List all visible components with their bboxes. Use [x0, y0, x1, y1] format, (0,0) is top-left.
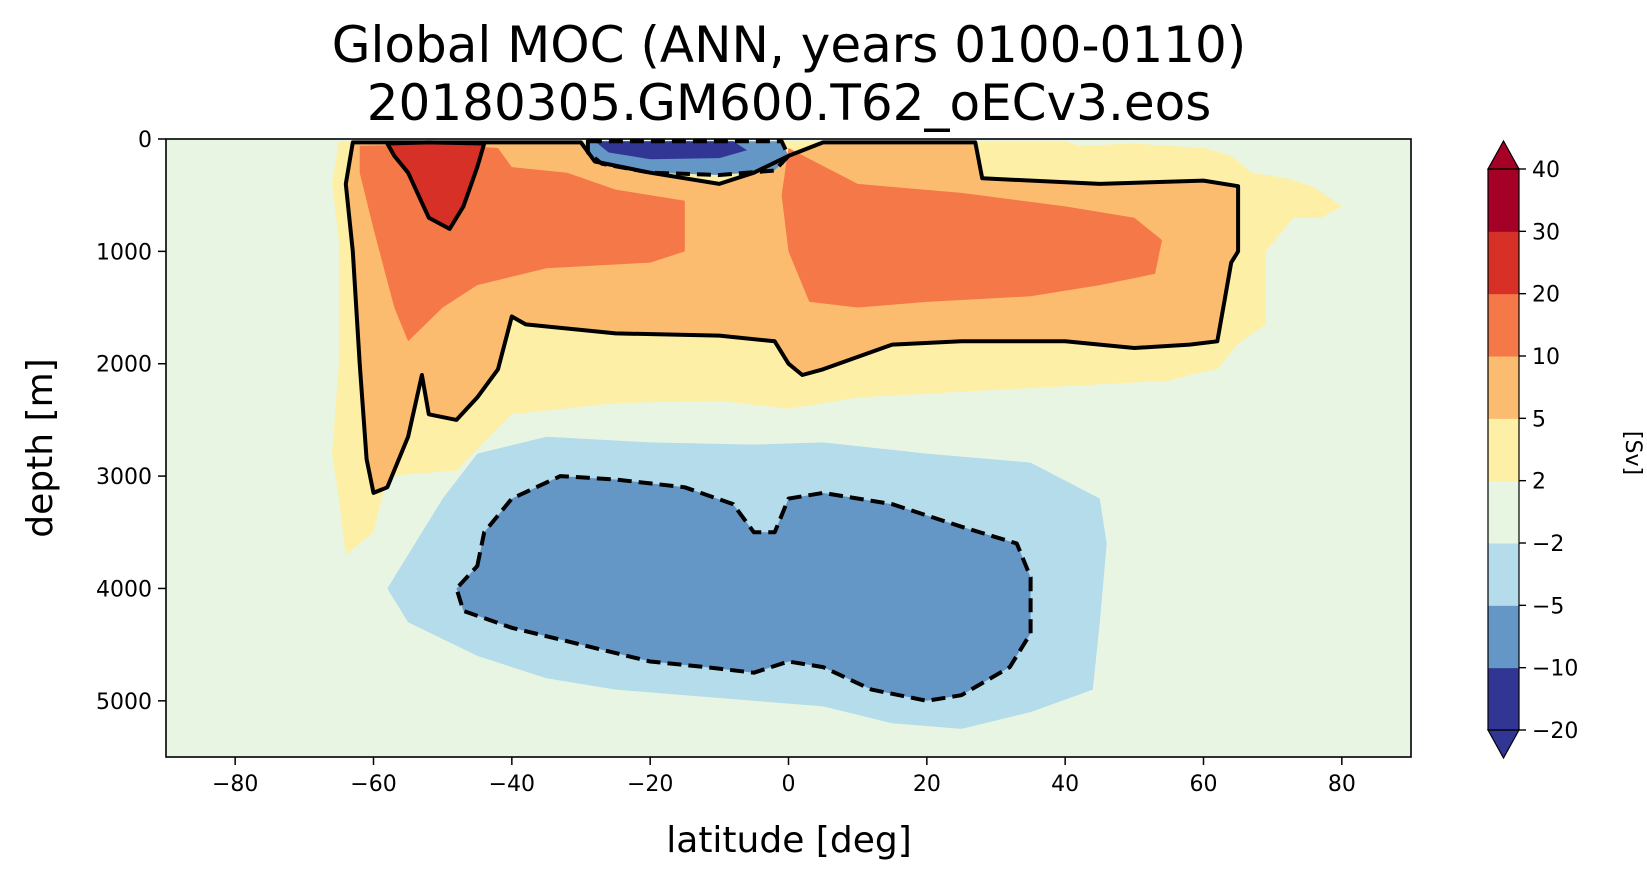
y-tick-label: 3000: [96, 465, 152, 490]
colorbar-extend-max: [1486, 139, 1521, 170]
colorbar-tick-label: −10: [1532, 657, 1578, 682]
region-upper-cell-10sv-north: [781, 148, 1162, 308]
contour-line-surface-negative-cell: [585, 139, 791, 177]
colorbar-segment: [1488, 169, 1519, 232]
colorbar-label: [Sv]: [1620, 431, 1645, 475]
colorbar-tick-label: 2: [1532, 470, 1546, 495]
colorbar-frame: [1487, 168, 1520, 731]
colorbar-segment: [1488, 293, 1519, 357]
region-upper-cell-20sv: [387, 142, 485, 229]
x-tick-label: 0: [782, 772, 796, 797]
colorbar-segment: [1488, 356, 1519, 419]
chart-title-line1: Global MOC (ANN, years 0100-0110): [332, 16, 1247, 74]
x-axis: −80 −60 −40 −20 0 20 40 60 80: [212, 757, 1356, 797]
y-axis-label: depth [m]: [20, 358, 61, 537]
colorbar-tick-label: −20: [1532, 719, 1578, 744]
colorbar-segment: [1488, 543, 1519, 606]
x-tick-label: 40: [1051, 772, 1079, 797]
colorbar-segment: [1488, 480, 1519, 544]
contour-line-abyssal-cell-5sv: [454, 474, 1033, 703]
colorbar-segment: [1488, 667, 1519, 731]
x-tick-label: −80: [212, 772, 258, 797]
chart-title-line2: 20180305.GM600.T62_oECv3.eos: [367, 74, 1212, 132]
colorbar-tick-label: 30: [1532, 220, 1560, 245]
contour-line-upper-cell-20sv: [385, 140, 487, 231]
region-abyssal-cell-5sv: [456, 476, 1031, 701]
y-axis: 0 1000 2000 3000 4000 5000: [96, 128, 166, 715]
x-tick-label: 80: [1328, 772, 1356, 797]
contour-line-group: [343, 139, 1241, 703]
region-surface-core-negative: [594, 141, 747, 160]
colorbar-segment: [1488, 418, 1519, 482]
colorbar-extend-min: [1486, 729, 1521, 760]
x-tick-label: 20: [913, 772, 941, 797]
colorbar: −20 −10 −5 −2 2 5 10 20 30 40: [1486, 139, 1578, 760]
x-tick-label: −40: [489, 772, 535, 797]
colorbar-tick-label: 20: [1532, 283, 1560, 308]
y-tick-label: 5000: [96, 690, 152, 715]
colorbar-tick-label: 10: [1532, 345, 1560, 370]
y-tick-label: 0: [138, 128, 152, 153]
x-tick-label: −20: [627, 772, 673, 797]
colorbar-tick-label: −2: [1532, 532, 1564, 557]
y-tick-label: 1000: [96, 240, 152, 265]
x-tick-label: −60: [350, 772, 396, 797]
y-tick-label: 2000: [96, 353, 152, 378]
contour-fill-group: [332, 141, 1342, 729]
y-tick-label: 4000: [96, 577, 152, 602]
colorbar-tick-label: 5: [1532, 407, 1546, 432]
colorbar-segment: [1488, 605, 1519, 669]
colorbar-tick-label: 40: [1532, 158, 1560, 183]
colorbar-segment: [1488, 231, 1519, 295]
x-axis-label: latitude [deg]: [666, 820, 912, 861]
x-tick-label: 60: [1190, 772, 1218, 797]
contour-line-upper-cell-5sv: [343, 140, 1241, 495]
colorbar-tick-label: −5: [1532, 594, 1564, 619]
